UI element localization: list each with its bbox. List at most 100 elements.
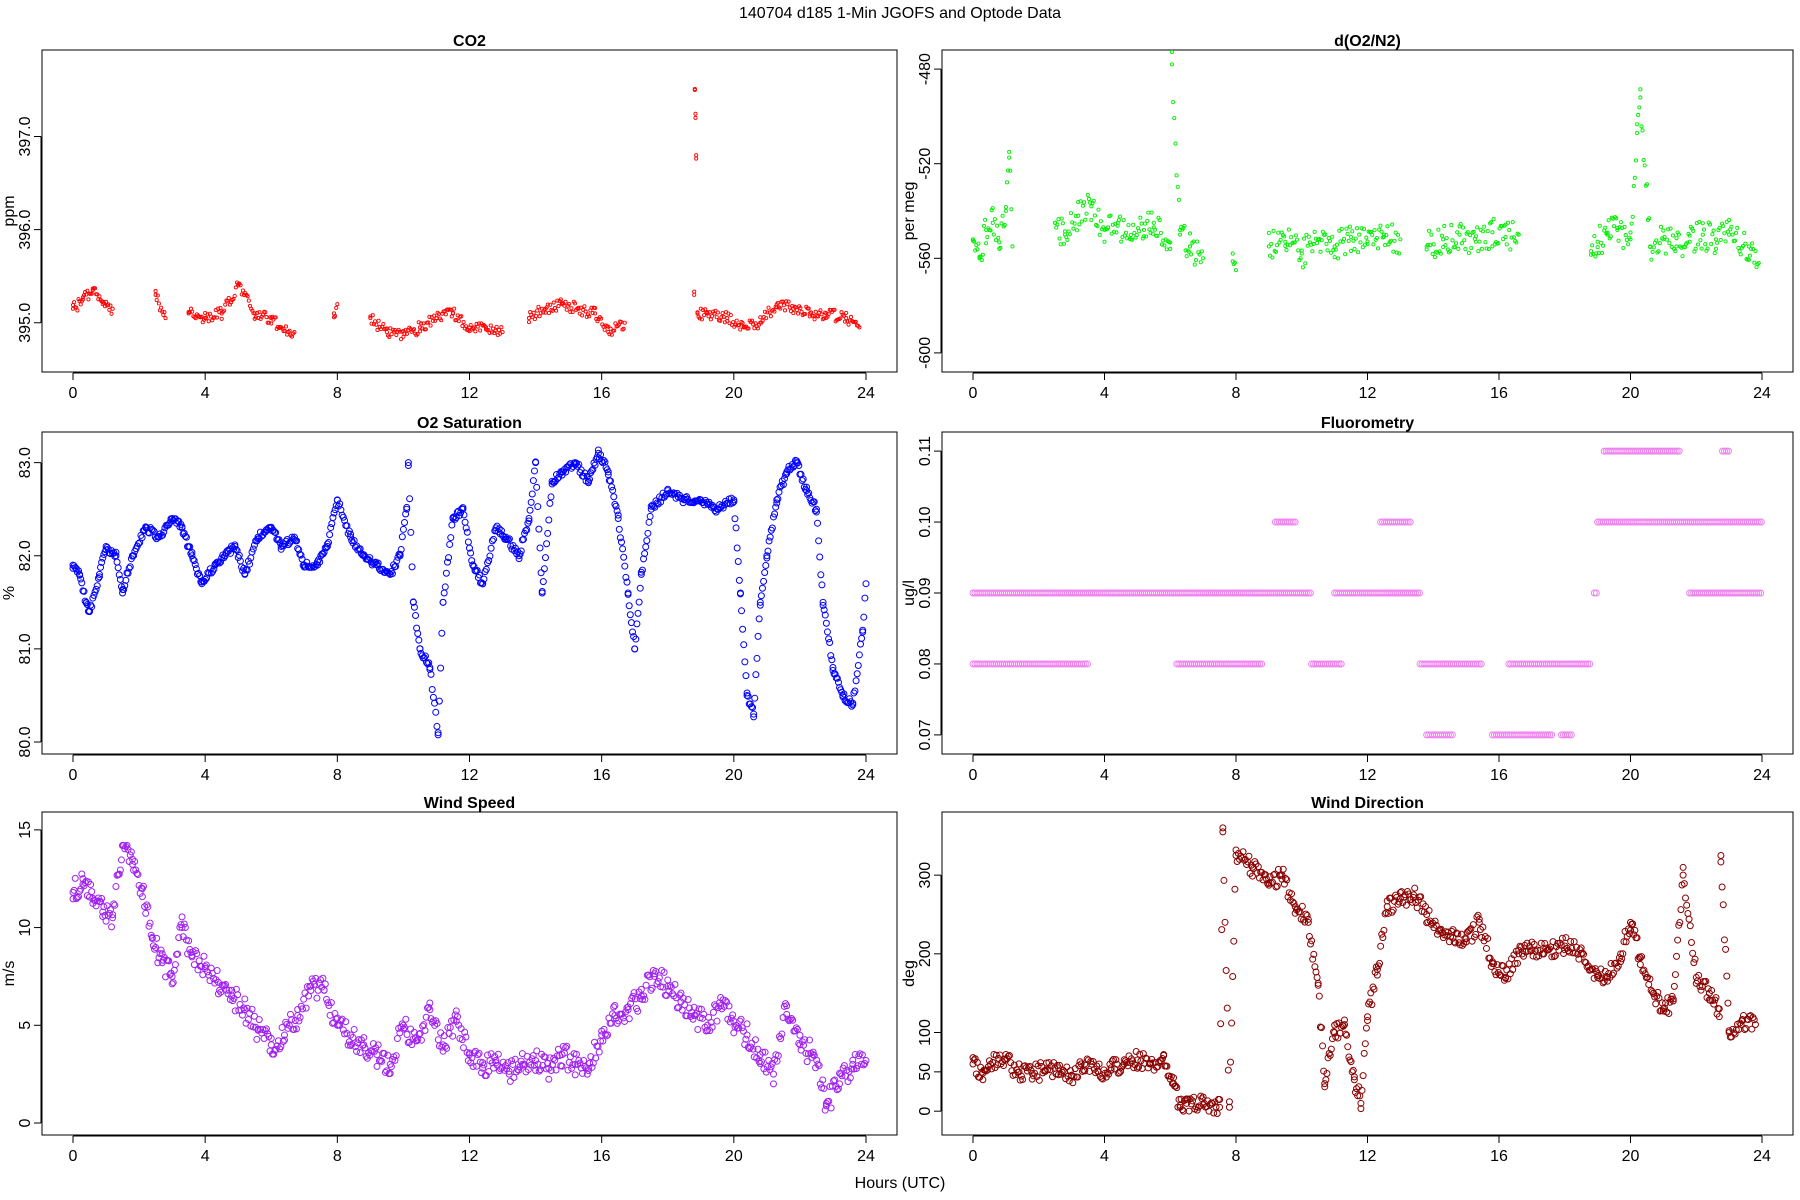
data-point-fill [740,321,745,326]
data-point-fill [133,870,141,878]
data-point-fill [480,575,488,583]
data-point-fill [347,1041,355,1049]
data-point [1674,244,1679,249]
data-point-fill [827,1104,835,1112]
data-point-fill [255,535,263,543]
data-point-fill [819,601,827,609]
data-point-fill [731,515,739,523]
data-point-fill [1670,233,1675,238]
data-point-fill [823,628,831,636]
data-point-fill [772,309,777,314]
data-point-fill [493,328,498,333]
data-point [449,515,457,522]
data-point-fill [989,208,994,213]
data-point-fill [1690,959,1698,967]
data-point-fill [1138,215,1143,220]
data-point-fill [1131,222,1136,227]
data-point-fill [1748,1025,1756,1033]
data-point-fill [1193,257,1199,263]
data-point-fill [1186,249,1191,254]
data-point-fill [360,1034,368,1042]
data-point-fill [531,310,536,315]
data-point-fill [1019,1075,1027,1083]
data-point-fill [729,499,737,507]
data-point-fill [337,1017,345,1025]
data-point [576,306,581,311]
data-point [1291,903,1299,911]
data-point-fill [165,957,173,965]
data-point-fill [1453,929,1461,937]
data-point-fill [1150,231,1155,236]
data-point [774,302,779,307]
data-point-fill [207,569,215,577]
data-point-fill [767,1063,775,1071]
data-point [1015,1068,1023,1076]
data-point-fill [407,528,415,536]
data-point [80,297,85,302]
data-point [1563,731,1571,739]
data-point-fill [1626,242,1631,247]
data-point-fill [1484,246,1489,251]
data-point-fill [692,289,697,294]
data-point-fill [842,319,848,324]
data-point-fill [1344,226,1349,231]
data-point [1544,731,1552,739]
data-point-fill [1620,225,1625,230]
x-tick-label: 12 [461,1148,479,1165]
data-point-fill [1107,1066,1115,1074]
data-point-fill [747,1043,755,1051]
data-point-fill [1364,235,1369,240]
data-point-fill [1372,228,1377,233]
data-point-fill [1361,227,1367,232]
y-tick-label: 396.0 [17,210,34,250]
data-point-fill [1695,971,1703,979]
data-point-fill [609,486,617,494]
data-point-fill [534,1060,542,1068]
data-point-fill [1067,232,1072,237]
data-point-fill [1745,1012,1753,1020]
data-point-fill [1298,256,1303,261]
data-point [198,580,206,588]
data-point [439,598,447,606]
data-point-fill [275,536,283,544]
data-point-fill [764,316,769,321]
data-point-fill [1421,903,1429,911]
data-point-fill [1550,953,1558,961]
data-point-fill [1331,247,1336,253]
data-point-fill [1631,183,1636,189]
data-point-fill [295,1017,303,1025]
data-point-fill [810,498,818,506]
data-point-fill [95,573,103,581]
data-point-fill [1477,239,1482,244]
data-point-fill [1505,220,1511,225]
data-point [862,1056,870,1064]
data-point-fill [107,307,112,312]
data-point-fill [588,467,596,475]
data-point-fill [726,1018,734,1026]
data-points [70,86,862,342]
data-point [1635,130,1640,136]
data-point [1278,871,1286,879]
data-point-fill [452,306,457,311]
data-point-fill [733,544,741,552]
data-point-fill [728,312,733,318]
data-point-fill [1217,1020,1225,1028]
data-point [1756,260,1761,266]
data-point [1503,234,1508,240]
data-point-fill [374,1041,382,1049]
data-point [1266,244,1271,249]
data-point-fill [642,981,650,989]
data-point-fill [1697,986,1705,994]
data-point-fill [1476,925,1484,933]
data-point [1337,660,1345,668]
data-point-fill [1216,1096,1224,1104]
data-point-fill [814,1060,822,1068]
data-point-fill [1712,251,1717,256]
data-point [1176,1103,1184,1111]
data-point-fill [1717,225,1722,230]
data-point-fill [1327,238,1332,244]
data-point-fill [1496,241,1501,246]
data-point-fill [491,326,496,331]
data-point-fill [1221,918,1229,926]
data-point-fill [1394,250,1399,255]
